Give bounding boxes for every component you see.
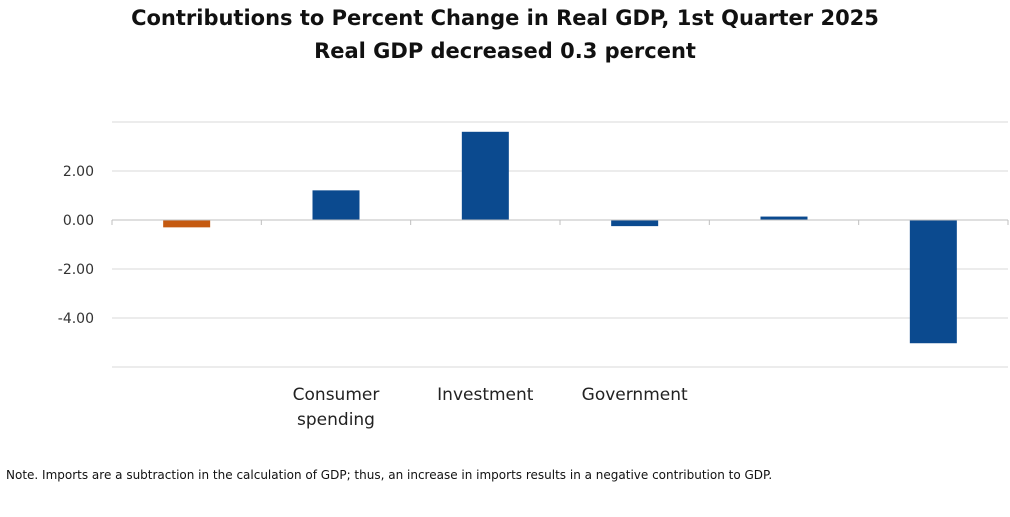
y-tick-label: 0.00 xyxy=(63,213,94,229)
y-axis-ticks: -4.00 -2.00 0.00 2.00 xyxy=(58,164,94,327)
x-axis-categories: Consumer spending Investment Government xyxy=(293,385,688,430)
category-label: Government xyxy=(582,385,688,405)
bars xyxy=(163,131,957,344)
zero-axis xyxy=(111,219,1009,225)
bar xyxy=(312,190,360,220)
chart-subtitle: Real GDP decreased 0.3 percent xyxy=(314,39,696,63)
bar xyxy=(461,131,509,220)
bar xyxy=(909,220,957,344)
bar xyxy=(760,216,808,220)
bar xyxy=(611,220,659,227)
bar-chart: -4.00 -2.00 0.00 2.00 Consumer spending Inves… xyxy=(58,121,1009,430)
y-tick-label: 2.00 xyxy=(63,164,94,180)
category-label: Consumer xyxy=(293,385,380,405)
category-label: spending xyxy=(297,410,375,430)
footnote: Note. Imports are a subtraction in the c… xyxy=(6,468,773,482)
gridlines xyxy=(112,121,1008,368)
y-tick-label: -4.00 xyxy=(58,311,94,327)
chart-title: Contributions to Percent Change in Real … xyxy=(131,6,879,30)
bar xyxy=(163,220,211,228)
category-label: Investment xyxy=(437,385,534,405)
y-tick-label: -2.00 xyxy=(58,262,94,278)
